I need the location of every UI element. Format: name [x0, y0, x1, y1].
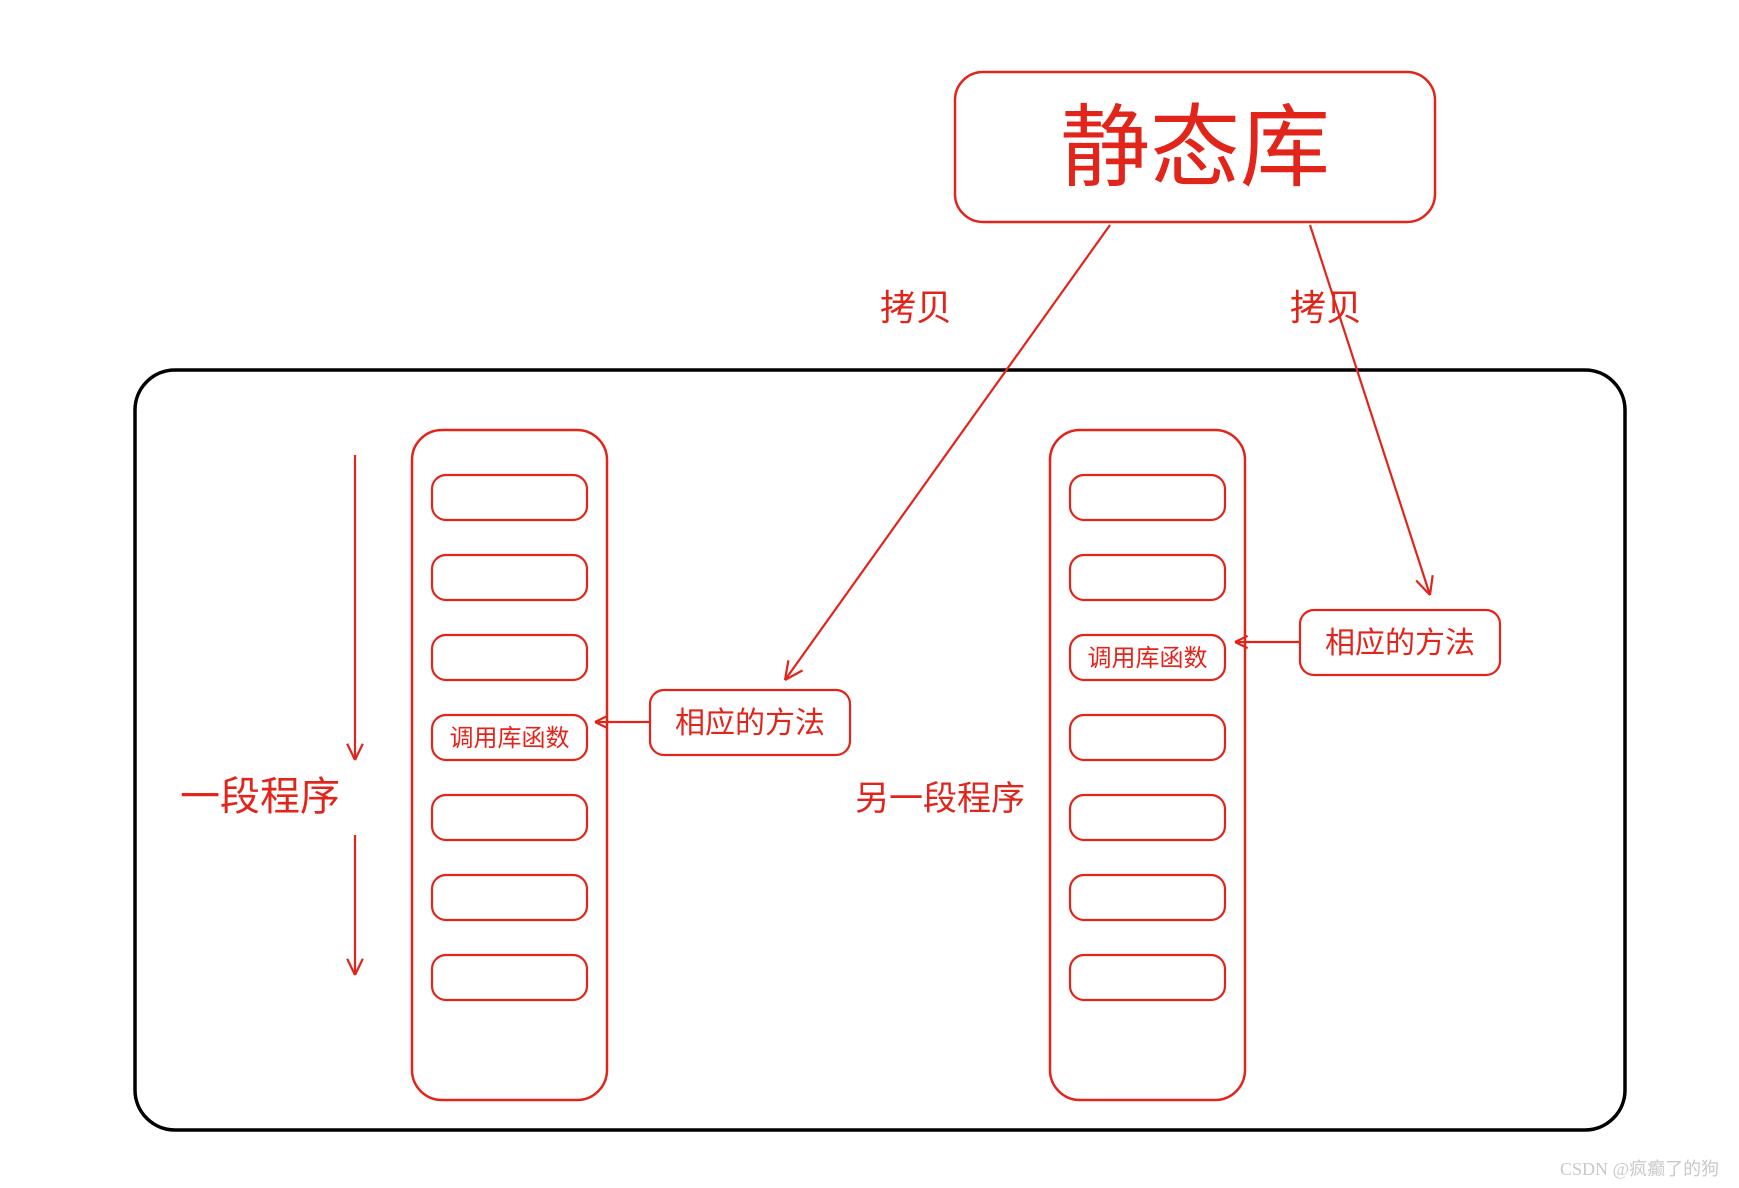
prog-b-call-label: 调用库函数 [1088, 645, 1208, 672]
prog-a-label: 一段程序 [180, 774, 340, 819]
canvas-bg [0, 0, 1739, 1188]
prog-b-copy-label: 拷贝 [1290, 288, 1362, 328]
prog-a-call-label: 调用库函数 [450, 725, 570, 752]
prog-b-method-label: 相应的方法 [1325, 627, 1475, 660]
prog-b-label: 另一段程序 [855, 780, 1025, 818]
prog-a-method-label: 相应的方法 [675, 707, 825, 740]
title-label: 静态库 [1060, 100, 1330, 199]
watermark: CSDN @疯癫了的狗 [1560, 1159, 1719, 1179]
prog-a-copy-label: 拷贝 [880, 288, 952, 328]
